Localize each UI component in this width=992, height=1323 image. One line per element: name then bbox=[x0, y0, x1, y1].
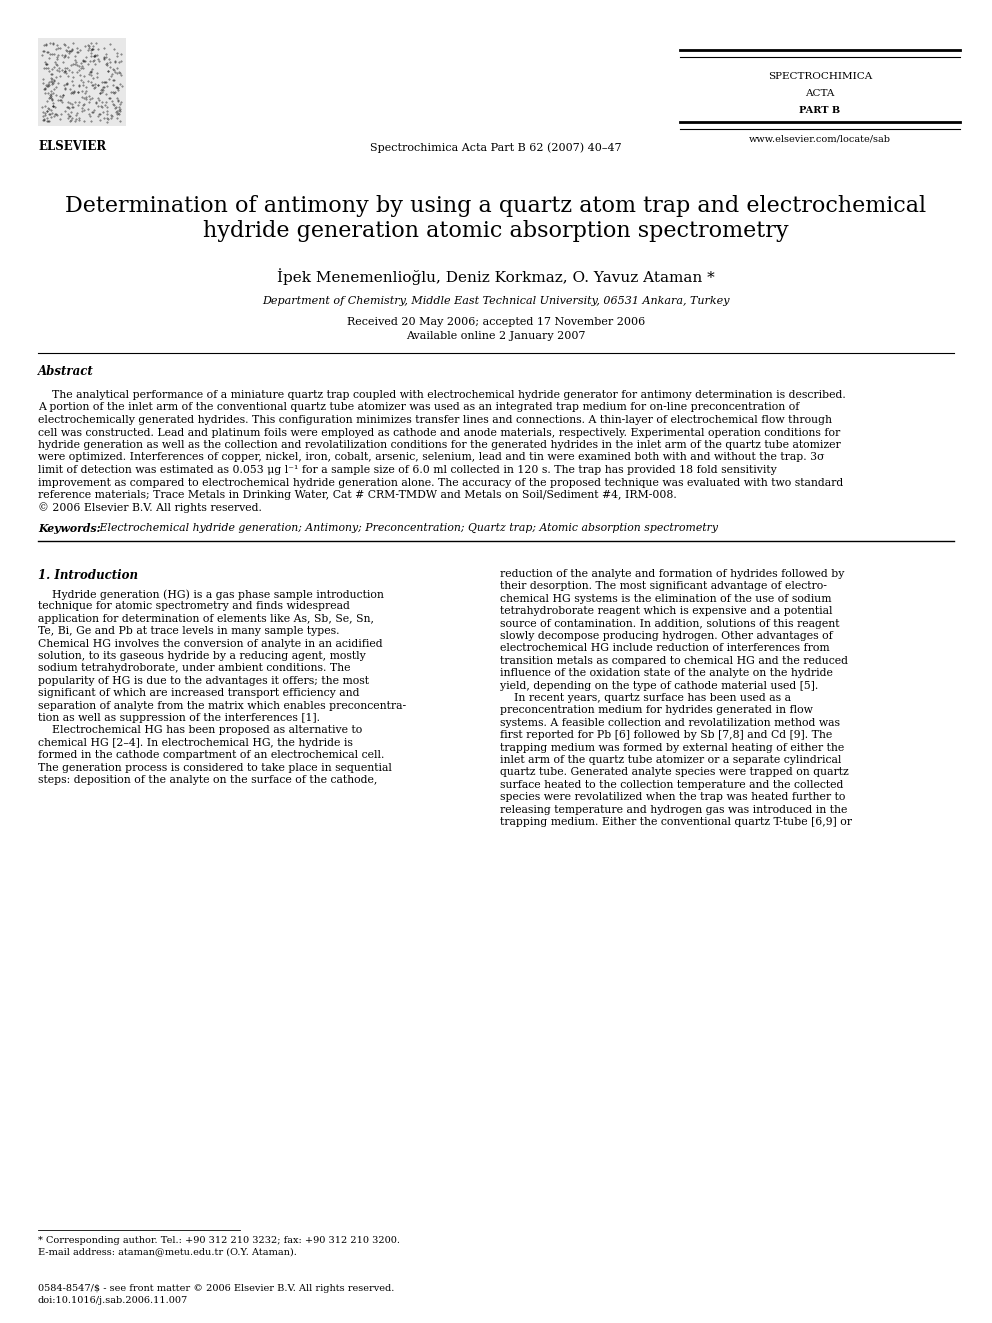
Text: chemical HG systems is the elimination of the use of sodium: chemical HG systems is the elimination o… bbox=[500, 594, 831, 603]
Text: Spectrochimica Acta Part B 62 (2007) 40–47: Spectrochimica Acta Part B 62 (2007) 40–… bbox=[370, 143, 622, 153]
Text: cell was constructed. Lead and platinum foils were employed as cathode and anode: cell was constructed. Lead and platinum … bbox=[38, 427, 840, 438]
Text: www.elsevier.com/locate/sab: www.elsevier.com/locate/sab bbox=[749, 135, 891, 144]
Text: Chemical HG involves the conversion of analyte in an acidified: Chemical HG involves the conversion of a… bbox=[38, 639, 383, 648]
Text: were optimized. Interferences of copper, nickel, iron, cobalt, arsenic, selenium: were optimized. Interferences of copper,… bbox=[38, 452, 824, 463]
Text: sodium tetrahydroborate, under ambient conditions. The: sodium tetrahydroborate, under ambient c… bbox=[38, 663, 350, 673]
Text: releasing temperature and hydrogen gas was introduced in the: releasing temperature and hydrogen gas w… bbox=[500, 804, 847, 815]
Text: popularity of HG is due to the advantages it offers; the most: popularity of HG is due to the advantage… bbox=[38, 676, 369, 685]
Text: © 2006 Elsevier B.V. All rights reserved.: © 2006 Elsevier B.V. All rights reserved… bbox=[38, 503, 262, 513]
Text: significant of which are increased transport efficiency and: significant of which are increased trans… bbox=[38, 688, 359, 699]
Text: trapping medium was formed by external heating of either the: trapping medium was formed by external h… bbox=[500, 742, 844, 753]
Text: Hydride generation (HG) is a gas phase sample introduction: Hydride generation (HG) is a gas phase s… bbox=[38, 589, 384, 599]
Text: Te, Bi, Ge and Pb at trace levels in many sample types.: Te, Bi, Ge and Pb at trace levels in man… bbox=[38, 626, 339, 636]
Text: * Corresponding author. Tel.: +90 312 210 3232; fax: +90 312 210 3200.: * Corresponding author. Tel.: +90 312 21… bbox=[38, 1236, 400, 1245]
Text: Electrochemical hydride generation; Antimony; Preconcentration; Quartz trap; Ato: Electrochemical hydride generation; Anti… bbox=[96, 523, 718, 533]
Text: tion as well as suppression of the interferences [1].: tion as well as suppression of the inter… bbox=[38, 713, 320, 722]
Text: 1. Introduction: 1. Introduction bbox=[38, 569, 138, 582]
Text: In recent years, quartz surface has been used as a: In recent years, quartz surface has been… bbox=[500, 693, 791, 703]
Text: reduction of the analyte and formation of hydrides followed by: reduction of the analyte and formation o… bbox=[500, 569, 844, 579]
Bar bbox=[38, 38, 126, 126]
Text: first reported for Pb [6] followed by Sb [7,8] and Cd [9]. The: first reported for Pb [6] followed by Sb… bbox=[500, 730, 832, 740]
Text: Department of Chemistry, Middle East Technical University, 06531 Ankara, Turkey: Department of Chemistry, Middle East Tec… bbox=[262, 296, 730, 306]
Text: source of contamination. In addition, solutions of this reagent: source of contamination. In addition, so… bbox=[500, 619, 839, 628]
Text: slowly decompose producing hydrogen. Other advantages of: slowly decompose producing hydrogen. Oth… bbox=[500, 631, 832, 642]
Text: solution, to its gaseous hydride by a reducing agent, mostly: solution, to its gaseous hydride by a re… bbox=[38, 651, 366, 662]
Text: trapping medium. Either the conventional quartz T-tube [6,9] or: trapping medium. Either the conventional… bbox=[500, 818, 852, 827]
Text: influence of the oxidation state of the analyte on the hydride: influence of the oxidation state of the … bbox=[500, 668, 833, 679]
Text: electrochemically generated hydrides. This configuration minimizes transfer line: electrochemically generated hydrides. Th… bbox=[38, 415, 832, 425]
Text: The analytical performance of a miniature quartz trap coupled with electrochemic: The analytical performance of a miniatur… bbox=[38, 390, 846, 400]
Text: SPECTROCHIMICA: SPECTROCHIMICA bbox=[768, 71, 872, 81]
Text: separation of analyte from the matrix which enables preconcentra-: separation of analyte from the matrix wh… bbox=[38, 701, 406, 710]
Text: inlet arm of the quartz tube atomizer or a separate cylindrical: inlet arm of the quartz tube atomizer or… bbox=[500, 755, 841, 765]
Text: systems. A feasible collection and revolatilization method was: systems. A feasible collection and revol… bbox=[500, 718, 840, 728]
Text: their desorption. The most significant advantage of electro-: their desorption. The most significant a… bbox=[500, 581, 827, 591]
Text: technique for atomic spectrometry and finds widespread: technique for atomic spectrometry and fi… bbox=[38, 602, 350, 611]
Text: A portion of the inlet arm of the conventional quartz tube atomizer was used as : A portion of the inlet arm of the conven… bbox=[38, 402, 800, 413]
Text: ACTA: ACTA bbox=[806, 89, 834, 98]
Text: formed in the cathode compartment of an electrochemical cell.: formed in the cathode compartment of an … bbox=[38, 750, 384, 761]
Text: yield, depending on the type of cathode material used [5].: yield, depending on the type of cathode … bbox=[500, 680, 818, 691]
Text: Keywords:: Keywords: bbox=[38, 523, 100, 534]
Text: İpek Menemenlioğlu, Deniz Korkmaz, O. Yavuz Ataman *: İpek Menemenlioğlu, Deniz Korkmaz, O. Ya… bbox=[277, 269, 715, 284]
Text: Available online 2 January 2007: Available online 2 January 2007 bbox=[407, 331, 585, 341]
Text: transition metals as compared to chemical HG and the reduced: transition metals as compared to chemica… bbox=[500, 656, 848, 665]
Text: doi:10.1016/j.sab.2006.11.007: doi:10.1016/j.sab.2006.11.007 bbox=[38, 1297, 188, 1304]
Text: limit of detection was estimated as 0.053 μg l⁻¹ for a sample size of 6.0 ml col: limit of detection was estimated as 0.05… bbox=[38, 464, 777, 475]
Text: hydride generation as well as the collection and revolatilization conditions for: hydride generation as well as the collec… bbox=[38, 441, 841, 450]
Text: species were revolatilized when the trap was heated further to: species were revolatilized when the trap… bbox=[500, 792, 845, 802]
Text: tetrahydroborate reagent which is expensive and a potential: tetrahydroborate reagent which is expens… bbox=[500, 606, 832, 617]
Text: steps: deposition of the analyte on the surface of the cathode,: steps: deposition of the analyte on the … bbox=[38, 775, 377, 785]
Text: Received 20 May 2006; accepted 17 November 2006: Received 20 May 2006; accepted 17 Novemb… bbox=[347, 318, 645, 327]
Text: preconcentration medium for hydrides generated in flow: preconcentration medium for hydrides gen… bbox=[500, 705, 812, 716]
Text: application for determination of elements like As, Sb, Se, Sn,: application for determination of element… bbox=[38, 614, 374, 624]
Text: hydride generation atomic absorption spectrometry: hydride generation atomic absorption spe… bbox=[203, 220, 789, 242]
Text: improvement as compared to electrochemical hydride generation alone. The accurac: improvement as compared to electrochemic… bbox=[38, 478, 843, 487]
Text: surface heated to the collection temperature and the collected: surface heated to the collection tempera… bbox=[500, 779, 843, 790]
Text: Electrochemical HG has been proposed as alternative to: Electrochemical HG has been proposed as … bbox=[38, 725, 362, 736]
Text: electrochemical HG include reduction of interferences from: electrochemical HG include reduction of … bbox=[500, 643, 829, 654]
Text: The generation process is considered to take place in sequential: The generation process is considered to … bbox=[38, 762, 392, 773]
Text: reference materials; Trace Metals in Drinking Water, Cat # CRM-TMDW and Metals o: reference materials; Trace Metals in Dri… bbox=[38, 490, 677, 500]
Text: E-mail address: ataman@metu.edu.tr (O.Y. Ataman).: E-mail address: ataman@metu.edu.tr (O.Y.… bbox=[38, 1248, 297, 1256]
Text: Determination of antimony by using a quartz atom trap and electrochemical: Determination of antimony by using a qua… bbox=[65, 194, 927, 217]
Text: ELSEVIER: ELSEVIER bbox=[38, 140, 106, 153]
Text: quartz tube. Generated analyte species were trapped on quartz: quartz tube. Generated analyte species w… bbox=[500, 767, 849, 778]
Text: chemical HG [2–4]. In electrochemical HG, the hydride is: chemical HG [2–4]. In electrochemical HG… bbox=[38, 738, 353, 747]
Text: Abstract: Abstract bbox=[38, 365, 94, 378]
Text: PART B: PART B bbox=[800, 106, 840, 115]
Text: 0584-8547/$ - see front matter © 2006 Elsevier B.V. All rights reserved.: 0584-8547/$ - see front matter © 2006 El… bbox=[38, 1285, 395, 1293]
